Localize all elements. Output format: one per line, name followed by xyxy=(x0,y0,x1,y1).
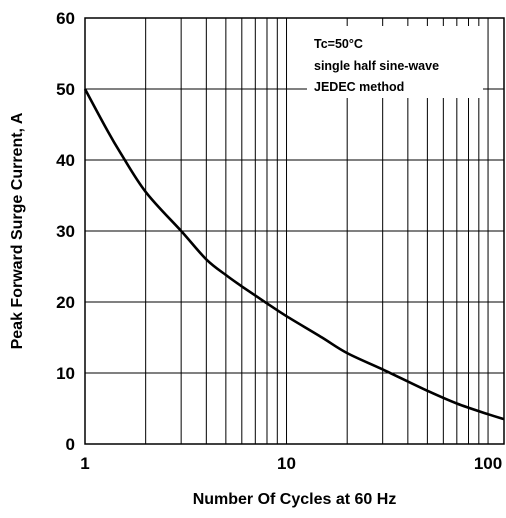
y-tick-label: 30 xyxy=(56,222,75,241)
y-tick-label: 60 xyxy=(56,9,75,28)
tick-labels: 0 10 20 30 40 50 60 1 10 100 xyxy=(56,9,502,473)
y-tick-label: 40 xyxy=(56,151,75,170)
annotation-note-2: single half sine-wave xyxy=(314,59,439,73)
legend-background xyxy=(307,26,483,98)
annotation-note-1: Tc=50°C xyxy=(314,37,363,51)
series-line xyxy=(83,88,505,421)
x-tick-label: 100 xyxy=(474,454,502,473)
y-axis-label: Peak Forward Surge Current, A xyxy=(9,112,26,349)
plot-frame xyxy=(84,17,505,445)
x-axis-label: Number Of Cycles at 60 Hz xyxy=(193,491,397,508)
x-tick-label: 10 xyxy=(277,454,296,473)
annotation-notes: Tc=50°C single half sine-wave JEDEC meth… xyxy=(314,37,439,94)
y-tick-label: 10 xyxy=(56,364,75,383)
grid xyxy=(85,18,504,444)
x-tick-label: 1 xyxy=(80,454,89,473)
annotation-note-3: JEDEC method xyxy=(314,80,404,94)
series-layer xyxy=(83,88,505,421)
y-tick-label: 20 xyxy=(56,293,75,312)
y-tick-label: 0 xyxy=(66,435,75,454)
y-tick-label: 50 xyxy=(56,80,75,99)
legend-box xyxy=(307,26,483,98)
